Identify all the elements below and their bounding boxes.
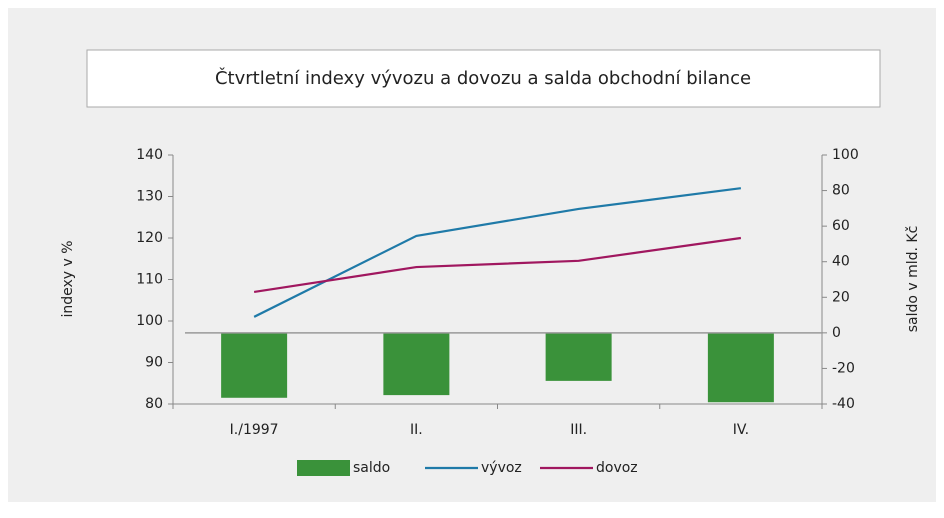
bar (707, 332, 774, 403)
x-tick-label: IV. (733, 422, 749, 438)
y2-tick-label: 100 (832, 147, 859, 163)
y-tick-label: 110 (136, 272, 163, 288)
x-tick-label: II. (410, 422, 423, 438)
y-axis-title: indexy v % (60, 240, 76, 317)
chart-title: Čtvrtletní indexy vývozu a dovozu a sald… (215, 67, 751, 89)
x-tick-label: III. (570, 422, 587, 438)
y2-tick-label: -40 (832, 396, 855, 412)
legend-label: dovoz (596, 460, 638, 476)
y-tick-label: 120 (136, 230, 163, 246)
line (253, 236, 742, 294)
y2-tick-label: 20 (832, 289, 850, 305)
y2-tick-label: 60 (832, 218, 850, 234)
y2-tick-label: -20 (832, 360, 855, 376)
y-tick-label: 90 (145, 355, 163, 371)
line (253, 187, 742, 318)
y-tick-label: 130 (136, 189, 163, 205)
legend-label: vývoz (481, 460, 522, 476)
legend-label: saldo (353, 460, 390, 476)
bar (221, 332, 288, 398)
y2-axis-title: saldo v mld. Kč (905, 226, 921, 333)
y2-tick-label: 0 (832, 325, 841, 341)
y-tick-label: 100 (136, 313, 163, 329)
y2-tick-label: 40 (832, 254, 850, 270)
bar (545, 332, 612, 381)
y-tick-label: 140 (136, 147, 163, 163)
y2-tick-label: 80 (832, 183, 850, 199)
title-box (86, 49, 881, 108)
x-tick-label: I./1997 (230, 422, 279, 438)
y-tick-label: 80 (145, 396, 163, 412)
bar (383, 332, 450, 396)
legend-swatch (297, 460, 350, 476)
